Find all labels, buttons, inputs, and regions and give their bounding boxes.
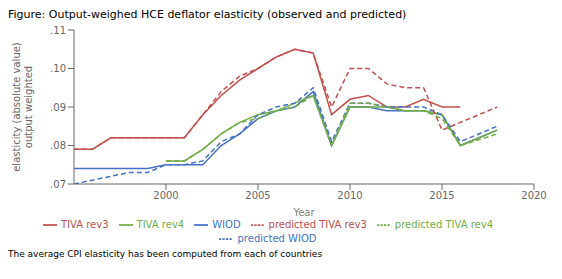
html-text:TIVA rev3: TIVA rev3 <box>61 219 109 230</box>
html-text:predicted TIVA rev4: predicted TIVA rev4 <box>394 219 493 230</box>
svg-text:.08: .08 <box>50 140 66 151</box>
html-text:predicted TIVA rev3: predicted TIVA rev3 <box>268 219 367 230</box>
svg-text:.11: .11 <box>50 25 66 36</box>
svg-text:.10: .10 <box>50 63 66 74</box>
html-text:predicted WIOD: predicted WIOD <box>237 233 317 244</box>
svg-text:.09: .09 <box>50 102 66 113</box>
svg-text:Year: Year <box>292 207 315 218</box>
svg-text:2015: 2015 <box>429 190 454 201</box>
svg-text:elasticity (absolute value)out: elasticity (absolute value)output weight… <box>11 42 34 172</box>
svg-text:.07: .07 <box>50 179 66 190</box>
html-text:The average CPI elasticity has: The average CPI elasticity has been comp… <box>8 249 323 259</box>
svg-text:2020: 2020 <box>521 190 546 201</box>
svg-text:2010: 2010 <box>337 190 362 201</box>
html-text:Figure: Output-weighed HCE def: Figure: Output-weighed HCE deflator elas… <box>8 8 407 21</box>
svg-text:2005: 2005 <box>245 190 270 201</box>
html-text:WIOD: WIOD <box>212 219 241 230</box>
svg-text:2000: 2000 <box>153 190 178 201</box>
html-text:TIVA rev4: TIVA rev4 <box>136 219 185 230</box>
